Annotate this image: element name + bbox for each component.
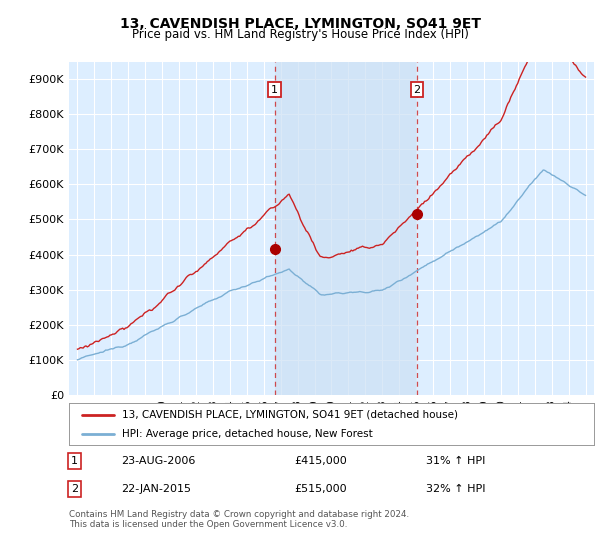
Text: 32% ↑ HPI: 32% ↑ HPI: [426, 484, 485, 494]
Text: 31% ↑ HPI: 31% ↑ HPI: [426, 456, 485, 466]
Text: 1: 1: [271, 85, 278, 95]
Text: 23-AUG-2006: 23-AUG-2006: [121, 456, 196, 466]
Text: Contains HM Land Registry data © Crown copyright and database right 2024.
This d: Contains HM Land Registry data © Crown c…: [69, 510, 409, 529]
Bar: [275, 62, 417, 395]
Text: 13, CAVENDISH PLACE, LYMINGTON, SO41 9ET: 13, CAVENDISH PLACE, LYMINGTON, SO41 9ET: [119, 17, 481, 31]
Text: £515,000: £515,000: [295, 484, 347, 494]
Text: HPI: Average price, detached house, New Forest: HPI: Average price, detached house, New …: [121, 429, 372, 439]
Text: 2: 2: [71, 484, 78, 494]
Text: 2: 2: [413, 85, 421, 95]
Text: £415,000: £415,000: [295, 456, 347, 466]
Text: 13, CAVENDISH PLACE, LYMINGTON, SO41 9ET (detached house): 13, CAVENDISH PLACE, LYMINGTON, SO41 9ET…: [121, 409, 458, 419]
Text: 22-JAN-2015: 22-JAN-2015: [121, 484, 191, 494]
Text: Price paid vs. HM Land Registry's House Price Index (HPI): Price paid vs. HM Land Registry's House …: [131, 28, 469, 41]
Text: 1: 1: [71, 456, 78, 466]
